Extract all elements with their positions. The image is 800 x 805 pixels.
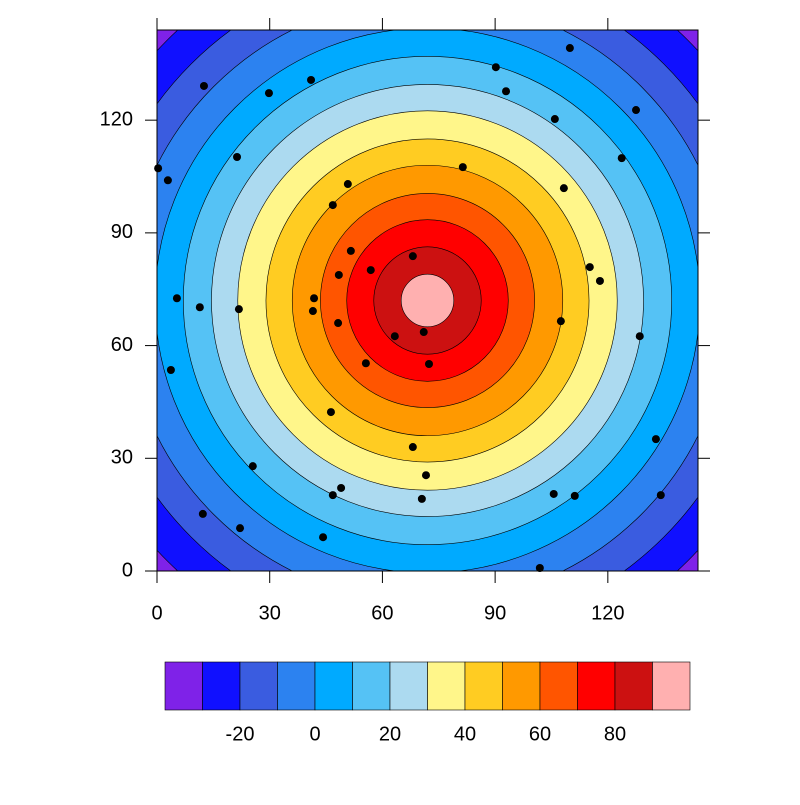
plot-frame	[156, 29, 699, 572]
data-point	[617, 154, 626, 163]
y-tick-label: 90	[111, 221, 133, 243]
x-tick-label: 120	[591, 602, 624, 624]
colorbar-box	[577, 661, 616, 711]
data-point	[549, 489, 558, 498]
data-point	[308, 307, 317, 316]
colorbar-label: 20	[379, 723, 401, 745]
x-tick-label: 60	[371, 602, 393, 624]
data-point	[595, 276, 604, 285]
colorbar-box	[464, 661, 503, 711]
colorbar-box	[277, 661, 316, 711]
colorbar-box	[614, 661, 653, 711]
colorbar-label: 40	[454, 723, 476, 745]
data-point	[565, 44, 574, 53]
y-tick-label: 0	[122, 559, 133, 581]
data-point	[550, 115, 559, 124]
y-tick-label: 30	[111, 447, 133, 469]
data-point	[166, 366, 175, 375]
data-point	[408, 443, 417, 452]
data-point	[172, 294, 181, 303]
data-point	[425, 359, 434, 368]
data-point	[635, 332, 644, 341]
data-point	[154, 164, 163, 173]
data-point	[248, 462, 257, 471]
data-point	[408, 252, 417, 261]
data-point	[234, 305, 243, 314]
data-point	[535, 563, 544, 572]
data-point	[346, 246, 355, 255]
colorbar-box	[164, 661, 203, 711]
data-point	[264, 89, 273, 98]
colorbar-box	[539, 661, 578, 711]
data-point	[585, 263, 594, 272]
data-point	[328, 201, 337, 210]
contour-band	[400, 273, 455, 328]
data-point	[656, 491, 665, 500]
data-point	[233, 152, 242, 161]
data-point	[421, 471, 430, 480]
colorbar-box	[202, 661, 241, 711]
data-point	[319, 533, 328, 542]
colorbar-label: 80	[604, 723, 626, 745]
colorbar-label: 60	[529, 723, 551, 745]
x-tick-label: 90	[484, 602, 506, 624]
data-point	[556, 317, 565, 326]
data-point	[458, 163, 467, 172]
data-point	[491, 63, 500, 72]
y-tick-label: 120	[100, 108, 133, 130]
x-tick-label: 0	[151, 602, 162, 624]
data-point	[366, 266, 375, 275]
colorbar-label: -20	[226, 723, 255, 745]
data-point	[570, 491, 579, 500]
data-point	[417, 494, 426, 503]
data-point	[632, 106, 641, 115]
data-point	[343, 180, 352, 189]
data-point	[334, 270, 343, 279]
colorbar-box	[352, 661, 391, 711]
data-point	[361, 359, 370, 368]
data-point	[326, 408, 335, 417]
data-point	[199, 81, 208, 90]
colorbar-box	[652, 661, 691, 711]
data-point	[502, 87, 511, 96]
data-point	[195, 303, 204, 312]
data-point	[236, 524, 245, 533]
data-point	[163, 176, 172, 185]
data-point	[419, 328, 428, 337]
data-point	[390, 332, 399, 341]
data-point	[310, 294, 319, 303]
colorbar-label: 0	[309, 723, 320, 745]
y-tick-label: 60	[111, 334, 133, 356]
colorbar-box	[389, 661, 428, 711]
contour-field	[157, 30, 698, 571]
data-point	[337, 483, 346, 492]
data-point	[334, 319, 343, 328]
data-point	[198, 509, 207, 518]
data-point	[328, 491, 337, 500]
colorbar-box	[239, 661, 278, 711]
data-point	[651, 435, 660, 444]
colorbar-box	[427, 661, 466, 711]
x-tick-label: 30	[259, 602, 281, 624]
data-point	[559, 184, 568, 193]
colorbar-box	[314, 661, 353, 711]
colorbar-box	[502, 661, 541, 711]
data-point	[307, 75, 316, 84]
